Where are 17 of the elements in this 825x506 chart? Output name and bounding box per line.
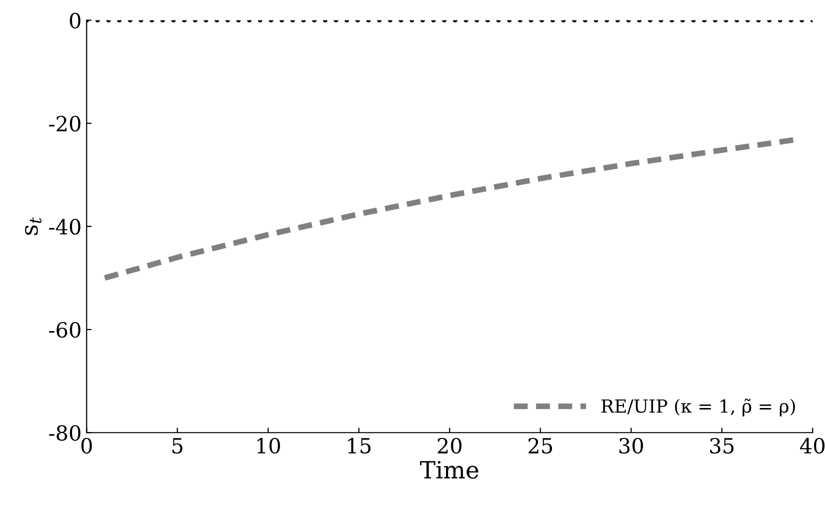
- x-tick-label: 35: [710, 438, 734, 454]
- x-axis-title: Time: [420, 461, 478, 479]
- x-tick-label: 40: [800, 438, 824, 454]
- x-tick-label: 5: [172, 438, 182, 454]
- x-tick-label: 15: [348, 438, 371, 454]
- x-tick-label: 10: [257, 438, 280, 454]
- y-axis-title: s$_{t}$: [24, 217, 42, 235]
- y-tick-label: -40: [49, 218, 80, 235]
- y-tick-label: -80: [49, 425, 80, 441]
- y-tick-label: -20: [49, 116, 80, 132]
- x-tick-label: 30: [619, 438, 643, 454]
- x-tick-label: 20: [438, 438, 462, 454]
- y-tick-label: 0: [70, 12, 80, 28]
- y-tick-label: -60: [49, 322, 80, 338]
- x-tick-label: 25: [528, 438, 552, 454]
- legend-label: RE/UIP (κ = 1, ρ̃ = ρ): [601, 398, 795, 416]
- x-tick-label: 0: [81, 438, 92, 454]
